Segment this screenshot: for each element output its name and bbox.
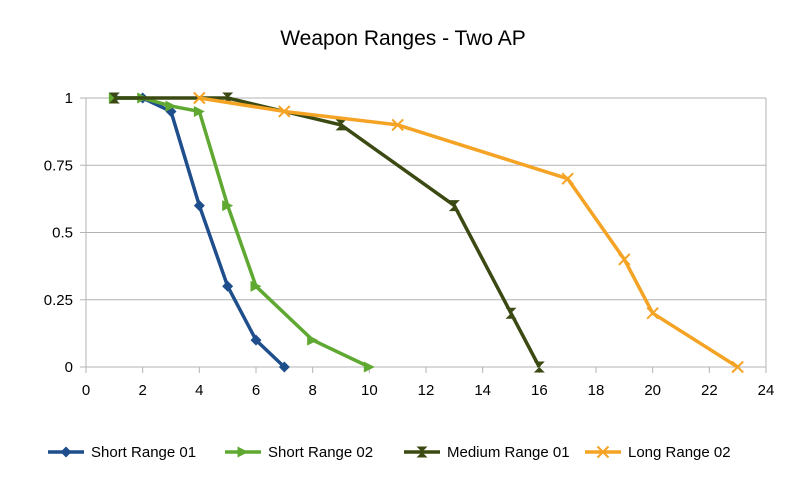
- x-tick-label: 18: [588, 382, 605, 399]
- x-tick-label: 12: [418, 382, 435, 399]
- data-point: [193, 200, 205, 212]
- data-point: [193, 91, 206, 105]
- data-point: [448, 200, 460, 212]
- x-tick-label: 2: [138, 382, 146, 399]
- series-long-range-02: [193, 91, 744, 374]
- legend-item: Short Range 02: [225, 444, 373, 461]
- data-point: [250, 280, 262, 292]
- legend-label: Long Range 02: [628, 444, 731, 461]
- data-point: [335, 119, 347, 131]
- data-point: [646, 306, 659, 320]
- legend-marker: [237, 446, 249, 458]
- data-point: [193, 105, 205, 117]
- y-tick-label: 1: [65, 90, 73, 107]
- data-point: [222, 280, 234, 292]
- gridlines: [86, 97, 766, 368]
- data-point: [533, 361, 545, 373]
- x-tick-label: 24: [758, 382, 775, 399]
- y-tick-label: 0.75: [44, 157, 73, 174]
- legend-item: Medium Range 01: [404, 444, 570, 461]
- plot-area: [108, 91, 744, 374]
- data-point: [505, 307, 517, 319]
- y-tick-label: 0: [65, 359, 73, 376]
- y-axis-ticks: 0 0.25 0.5 0.75 1: [44, 90, 86, 376]
- chart-title: Weapon Ranges - Two AP: [280, 27, 526, 50]
- x-tick-label: 4: [195, 382, 203, 399]
- data-point: [363, 361, 375, 373]
- data-point: [561, 172, 574, 185]
- data-point: [307, 334, 319, 346]
- legend-item: Long Range 02: [585, 444, 731, 461]
- x-tick-label: 22: [701, 382, 718, 399]
- y-tick-label: 0.5: [52, 225, 73, 242]
- legend-marker: [60, 446, 72, 458]
- data-point: [391, 118, 404, 132]
- x-tick-label: 6: [252, 382, 260, 399]
- marker-stroke: [278, 105, 291, 118]
- marker-stroke: [646, 306, 659, 320]
- legend-label: Short Range 01: [91, 444, 196, 461]
- marker-stroke: [391, 118, 404, 132]
- data-point: [278, 105, 291, 118]
- marker-stroke: [193, 91, 206, 105]
- marker-stroke: [618, 253, 631, 266]
- marker-stroke: [596, 445, 610, 459]
- legend-marker: [416, 446, 428, 458]
- x-tick-label: 0: [82, 382, 90, 399]
- data-point: [618, 253, 631, 266]
- x-axis-ticks: 0 2 4 6 8 10 12 14 16 18 20 22 24: [82, 367, 775, 399]
- legend-item: Short Range 01: [48, 444, 196, 461]
- marker-stroke: [731, 360, 744, 374]
- marker-stroke: [561, 172, 574, 185]
- legend-label: Medium Range 01: [447, 444, 570, 461]
- legend: Short Range 01 Short Range 02 Medium Range…: [48, 444, 731, 461]
- data-point: [731, 360, 744, 374]
- data-point: [278, 361, 290, 373]
- x-tick-label: 8: [308, 382, 316, 399]
- x-tick-label: 10: [361, 382, 378, 399]
- x-tick-label: 16: [531, 382, 548, 399]
- data-point: [108, 92, 120, 104]
- x-tick-label: 20: [644, 382, 661, 399]
- data-point: [222, 200, 234, 212]
- y-tick-label: 0.25: [44, 292, 73, 309]
- data-point: [165, 100, 177, 112]
- x-tick-label: 14: [474, 382, 491, 399]
- data-point: [250, 334, 262, 346]
- legend-marker: [596, 445, 610, 459]
- legend-label: Short Range 02: [268, 444, 373, 461]
